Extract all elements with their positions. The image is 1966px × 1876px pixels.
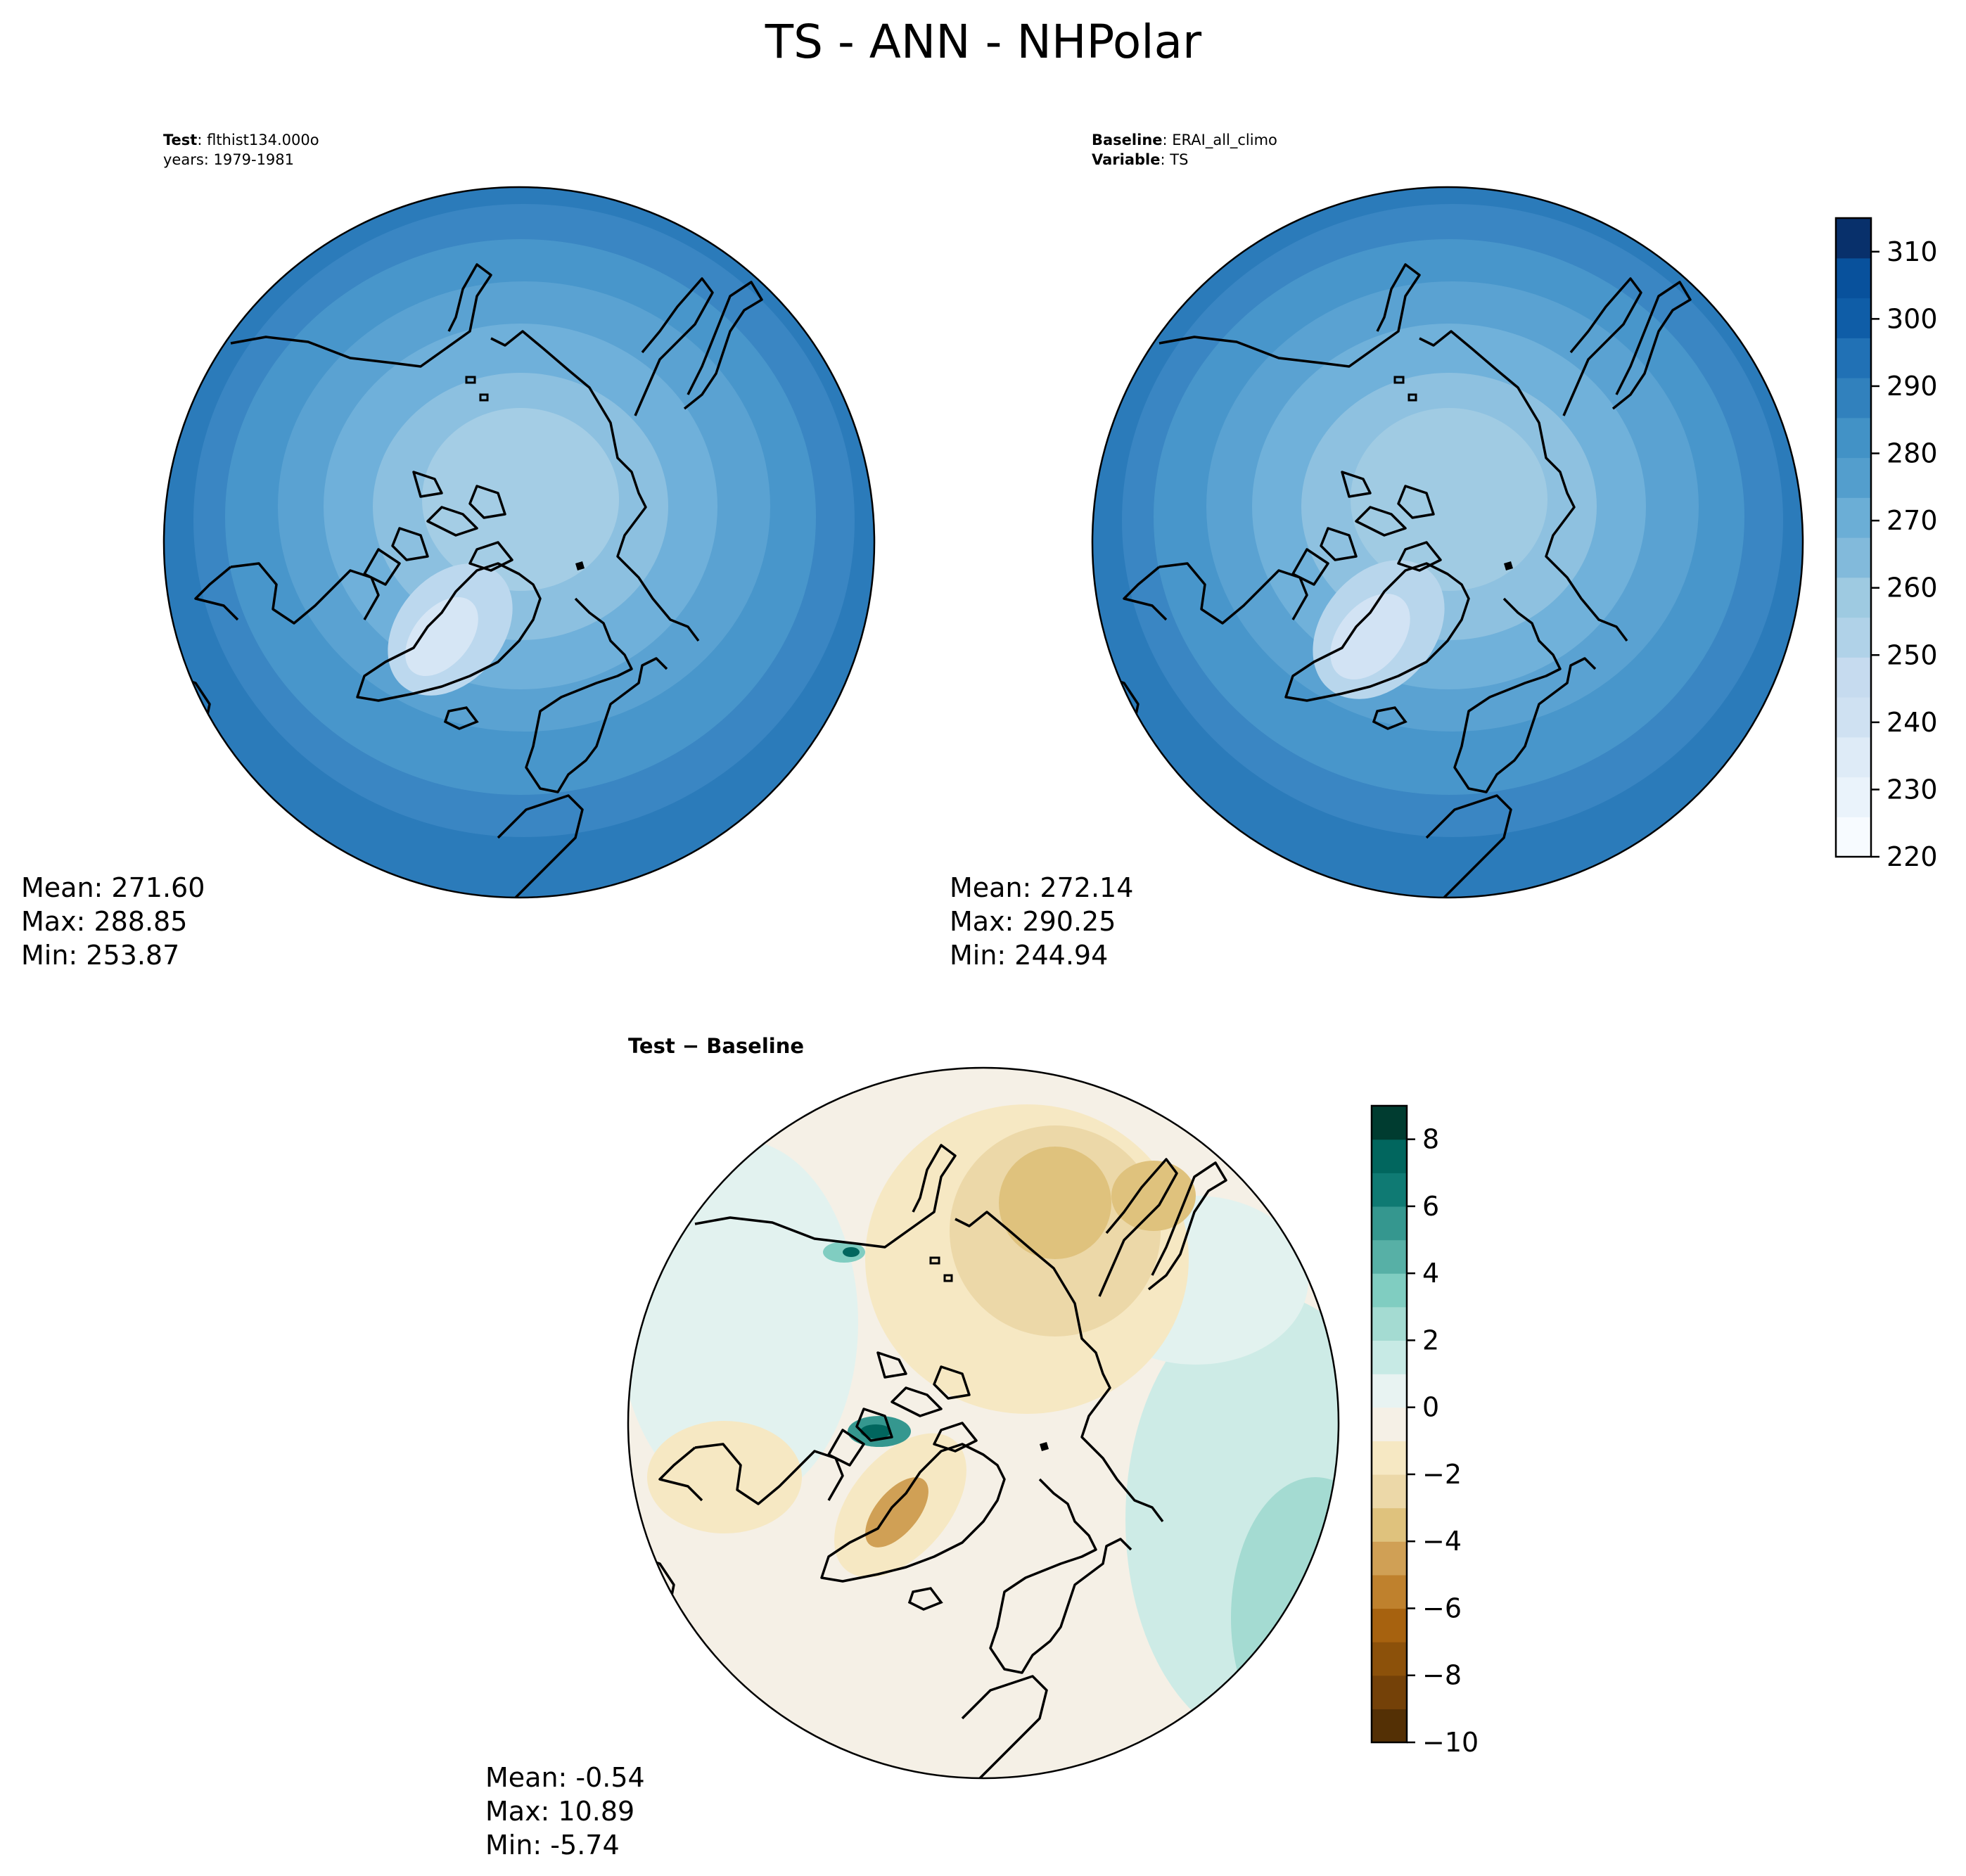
colorbar-main-tick-label: 300 [1887, 303, 1938, 334]
colorbar-main-tick-label: 310 [1887, 236, 1938, 267]
panel-baseline-stat-min: Min: 244.94 [950, 940, 1108, 971]
colorbar-main-tick-label: 270 [1887, 505, 1938, 536]
colorbar-diff-swatch [1372, 1541, 1407, 1576]
colorbar-main-swatch [1836, 497, 1871, 538]
figure-title: TS - ANN - NHPolar [765, 15, 1202, 69]
colorbar-diff-swatch [1372, 1106, 1407, 1140]
colorbar-diff-frame [1370, 1104, 1408, 1744]
panel-test-header-line2: years: 1979-1981 [163, 151, 294, 168]
map-test-boundary [162, 186, 876, 899]
map-test-field [164, 187, 874, 898]
colorbar-diff-swatch [1372, 1407, 1407, 1441]
panel-test: Test: flthist134.000o years: 1979-1981 M… [21, 132, 876, 971]
colorbar-diff-tick-label: 0 [1422, 1392, 1439, 1423]
panel-baseline-header-line2: Variable: TS [1092, 151, 1188, 168]
colorbar-diff-tick-label: 6 [1422, 1191, 1439, 1222]
colorbar-main-tick-label: 250 [1887, 639, 1938, 670]
panel-baseline-stat-max: Max: 290.25 [950, 906, 1116, 937]
panel-test-header-line1: Test: flthist134.000o [163, 132, 319, 148]
map-test [164, 187, 874, 898]
colorbar-diff-tick-label: −4 [1422, 1526, 1462, 1557]
colorbar-diff-swatch [1372, 1139, 1407, 1173]
colorbar-main-swatch [1836, 298, 1871, 338]
colorbar-diff-tick-label: 8 [1422, 1124, 1439, 1155]
map-difference [628, 1068, 1339, 1778]
colorbar-diff-swatch [1372, 1441, 1407, 1475]
colorbar-main-swatch [1836, 657, 1871, 698]
colorbar-diff-swatch [1372, 1507, 1407, 1542]
colorbar-diff-swatch [1372, 1574, 1407, 1609]
colorbar-main-swatch [1836, 577, 1871, 618]
colorbar-diff-tick-label: −8 [1422, 1660, 1462, 1691]
colorbar-diff-tick-label: −6 [1422, 1593, 1462, 1623]
colorbar-diff-swatch [1372, 1642, 1407, 1676]
colorbar-main: 220 230 240 250 260 270 280 290 300 310 [1834, 217, 1938, 872]
colorbar-diff-swatch [1372, 1474, 1407, 1509]
colorbar-main-tick-label: 260 [1887, 573, 1938, 604]
colorbar-diff-swatch [1372, 1608, 1407, 1642]
colorbar-main-tick-label: 230 [1887, 774, 1938, 805]
colorbar-diff-swatch [1372, 1239, 1407, 1274]
colorbar-diff-tick-label: −10 [1422, 1727, 1479, 1758]
colorbar-main-swatch [1836, 817, 1871, 857]
panel-difference-header: Test − Baseline [628, 1034, 804, 1058]
colorbar-main-tick-label: 280 [1887, 438, 1938, 469]
colorbar-diff-swatch [1372, 1374, 1407, 1408]
map-difference-field [628, 1068, 1339, 1778]
map-difference-boundary [627, 1066, 1340, 1780]
colorbar-diff-tick-label: 4 [1422, 1258, 1439, 1289]
map-baseline-field [1092, 187, 1803, 898]
colorbar-diff-swatch [1372, 1709, 1407, 1743]
colorbar-diff-swatch [1372, 1675, 1407, 1709]
colorbar-diff-swatch [1372, 1206, 1407, 1241]
colorbar-diff-swatch [1372, 1173, 1407, 1207]
panel-baseline-stat-mean: Mean: 272.14 [950, 872, 1133, 903]
colorbar-diff-swatch [1372, 1273, 1407, 1308]
panel-difference-stat-mean: Mean: -0.54 [485, 1762, 645, 1793]
colorbar-main-tick-label: 240 [1887, 707, 1938, 738]
colorbar-main-swatch [1836, 378, 1871, 419]
colorbar-main-swatch [1836, 777, 1871, 817]
colorbar-main-tick-label: 290 [1887, 371, 1938, 402]
panel-test-stat-mean: Mean: 271.60 [21, 872, 205, 903]
colorbar-main-swatch [1836, 218, 1871, 259]
panel-difference-stat-min: Min: -5.74 [485, 1830, 620, 1861]
colorbar-main-swatch [1836, 736, 1871, 778]
colorbar-diff-tick-label: 2 [1422, 1325, 1439, 1355]
colorbar-main-swatch [1836, 417, 1871, 459]
panel-baseline: Baseline: ERAI_all_climo Variable: TS Me… [950, 132, 1804, 971]
panel-test-stat-min: Min: 253.87 [21, 940, 179, 971]
panel-difference: Test − Baseline [485, 1034, 1340, 1861]
colorbar-main-swatch [1836, 617, 1871, 658]
panel-baseline-header-line1: Baseline: ERAI_all_climo [1092, 132, 1277, 149]
colorbar-main-swatch [1836, 257, 1871, 299]
colorbar-diff-swatch [1372, 1340, 1407, 1374]
colorbar-diff-swatch [1372, 1306, 1407, 1341]
panel-test-stat-max: Max: 288.85 [21, 906, 187, 937]
colorbar-main-swatch [1836, 537, 1871, 578]
panel-difference-stat-max: Max: 10.89 [485, 1796, 634, 1827]
map-baseline [1092, 187, 1803, 898]
colorbar-main-swatch [1836, 457, 1871, 498]
colorbar-main-tick-label: 220 [1887, 841, 1938, 872]
colorbar-main-frame [1834, 217, 1872, 858]
colorbar-main-swatch [1836, 697, 1871, 738]
colorbar-main-swatch [1836, 338, 1871, 378]
map-baseline-boundary [1091, 186, 1804, 899]
colorbar-difference: 8 6 4 2 0 −2 −4 −6 −8 −10 [1370, 1104, 1479, 1758]
colorbar-diff-tick-label: −2 [1422, 1459, 1462, 1490]
